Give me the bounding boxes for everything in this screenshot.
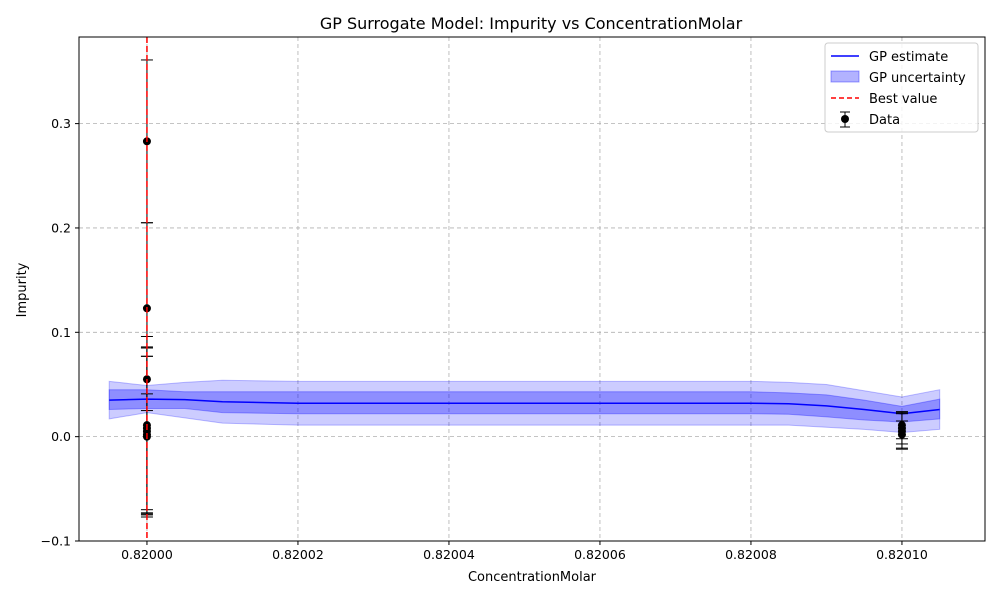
y-axis-ticks: −0.1 0.0 0.1 0.2 0.3 xyxy=(41,116,79,549)
gp-estimate-line xyxy=(109,398,940,415)
legend-data-label: Data xyxy=(869,113,900,128)
legend-box xyxy=(824,42,979,133)
x-tick-label: 0.82004 xyxy=(423,547,475,562)
legend-data-swatch xyxy=(840,111,850,128)
plot-frame xyxy=(78,36,986,542)
x-axis-label: ConcentrationMolar xyxy=(468,570,597,585)
legend-best-value-label: Best value xyxy=(869,92,937,107)
x-tick-label: 0.82008 xyxy=(725,547,777,562)
y-tick-label: 0.0 xyxy=(51,429,71,444)
gp-uncertainty-outer-band xyxy=(108,379,941,433)
legend-gp-estimate-label: GP estimate xyxy=(869,50,948,65)
gp-uncertainty-bands xyxy=(108,379,941,433)
legend: GP estimate GP uncertainty Best value Da… xyxy=(824,42,979,133)
chart-title: GP Surrogate Model: Impurity vs Concentr… xyxy=(320,14,743,33)
gp-uncertainty-inner-band xyxy=(108,389,941,423)
data-point xyxy=(897,430,906,439)
y-tick-label: 0.2 xyxy=(51,220,71,235)
y-tick-label: 0.3 xyxy=(51,116,71,131)
x-axis-ticks: 0.82000 0.82002 0.82004 0.82006 0.82008 0.820… xyxy=(121,541,928,562)
data-points xyxy=(142,137,906,441)
x-tick-label: 0.82000 xyxy=(121,547,173,562)
legend-gp-uncertainty-swatch xyxy=(830,70,860,83)
x-tick-label: 0.82006 xyxy=(574,547,626,562)
y-axis-label: Impurity xyxy=(15,262,30,317)
x-tick-label: 0.82002 xyxy=(272,547,324,562)
gp-estimate-group xyxy=(109,398,940,415)
x-tick-label: 0.82010 xyxy=(876,547,928,562)
y-tick-label: −0.1 xyxy=(41,534,71,549)
legend-gp-uncertainty-label: GP uncertainty xyxy=(869,71,966,86)
y-tick-label: 0.1 xyxy=(51,325,71,340)
